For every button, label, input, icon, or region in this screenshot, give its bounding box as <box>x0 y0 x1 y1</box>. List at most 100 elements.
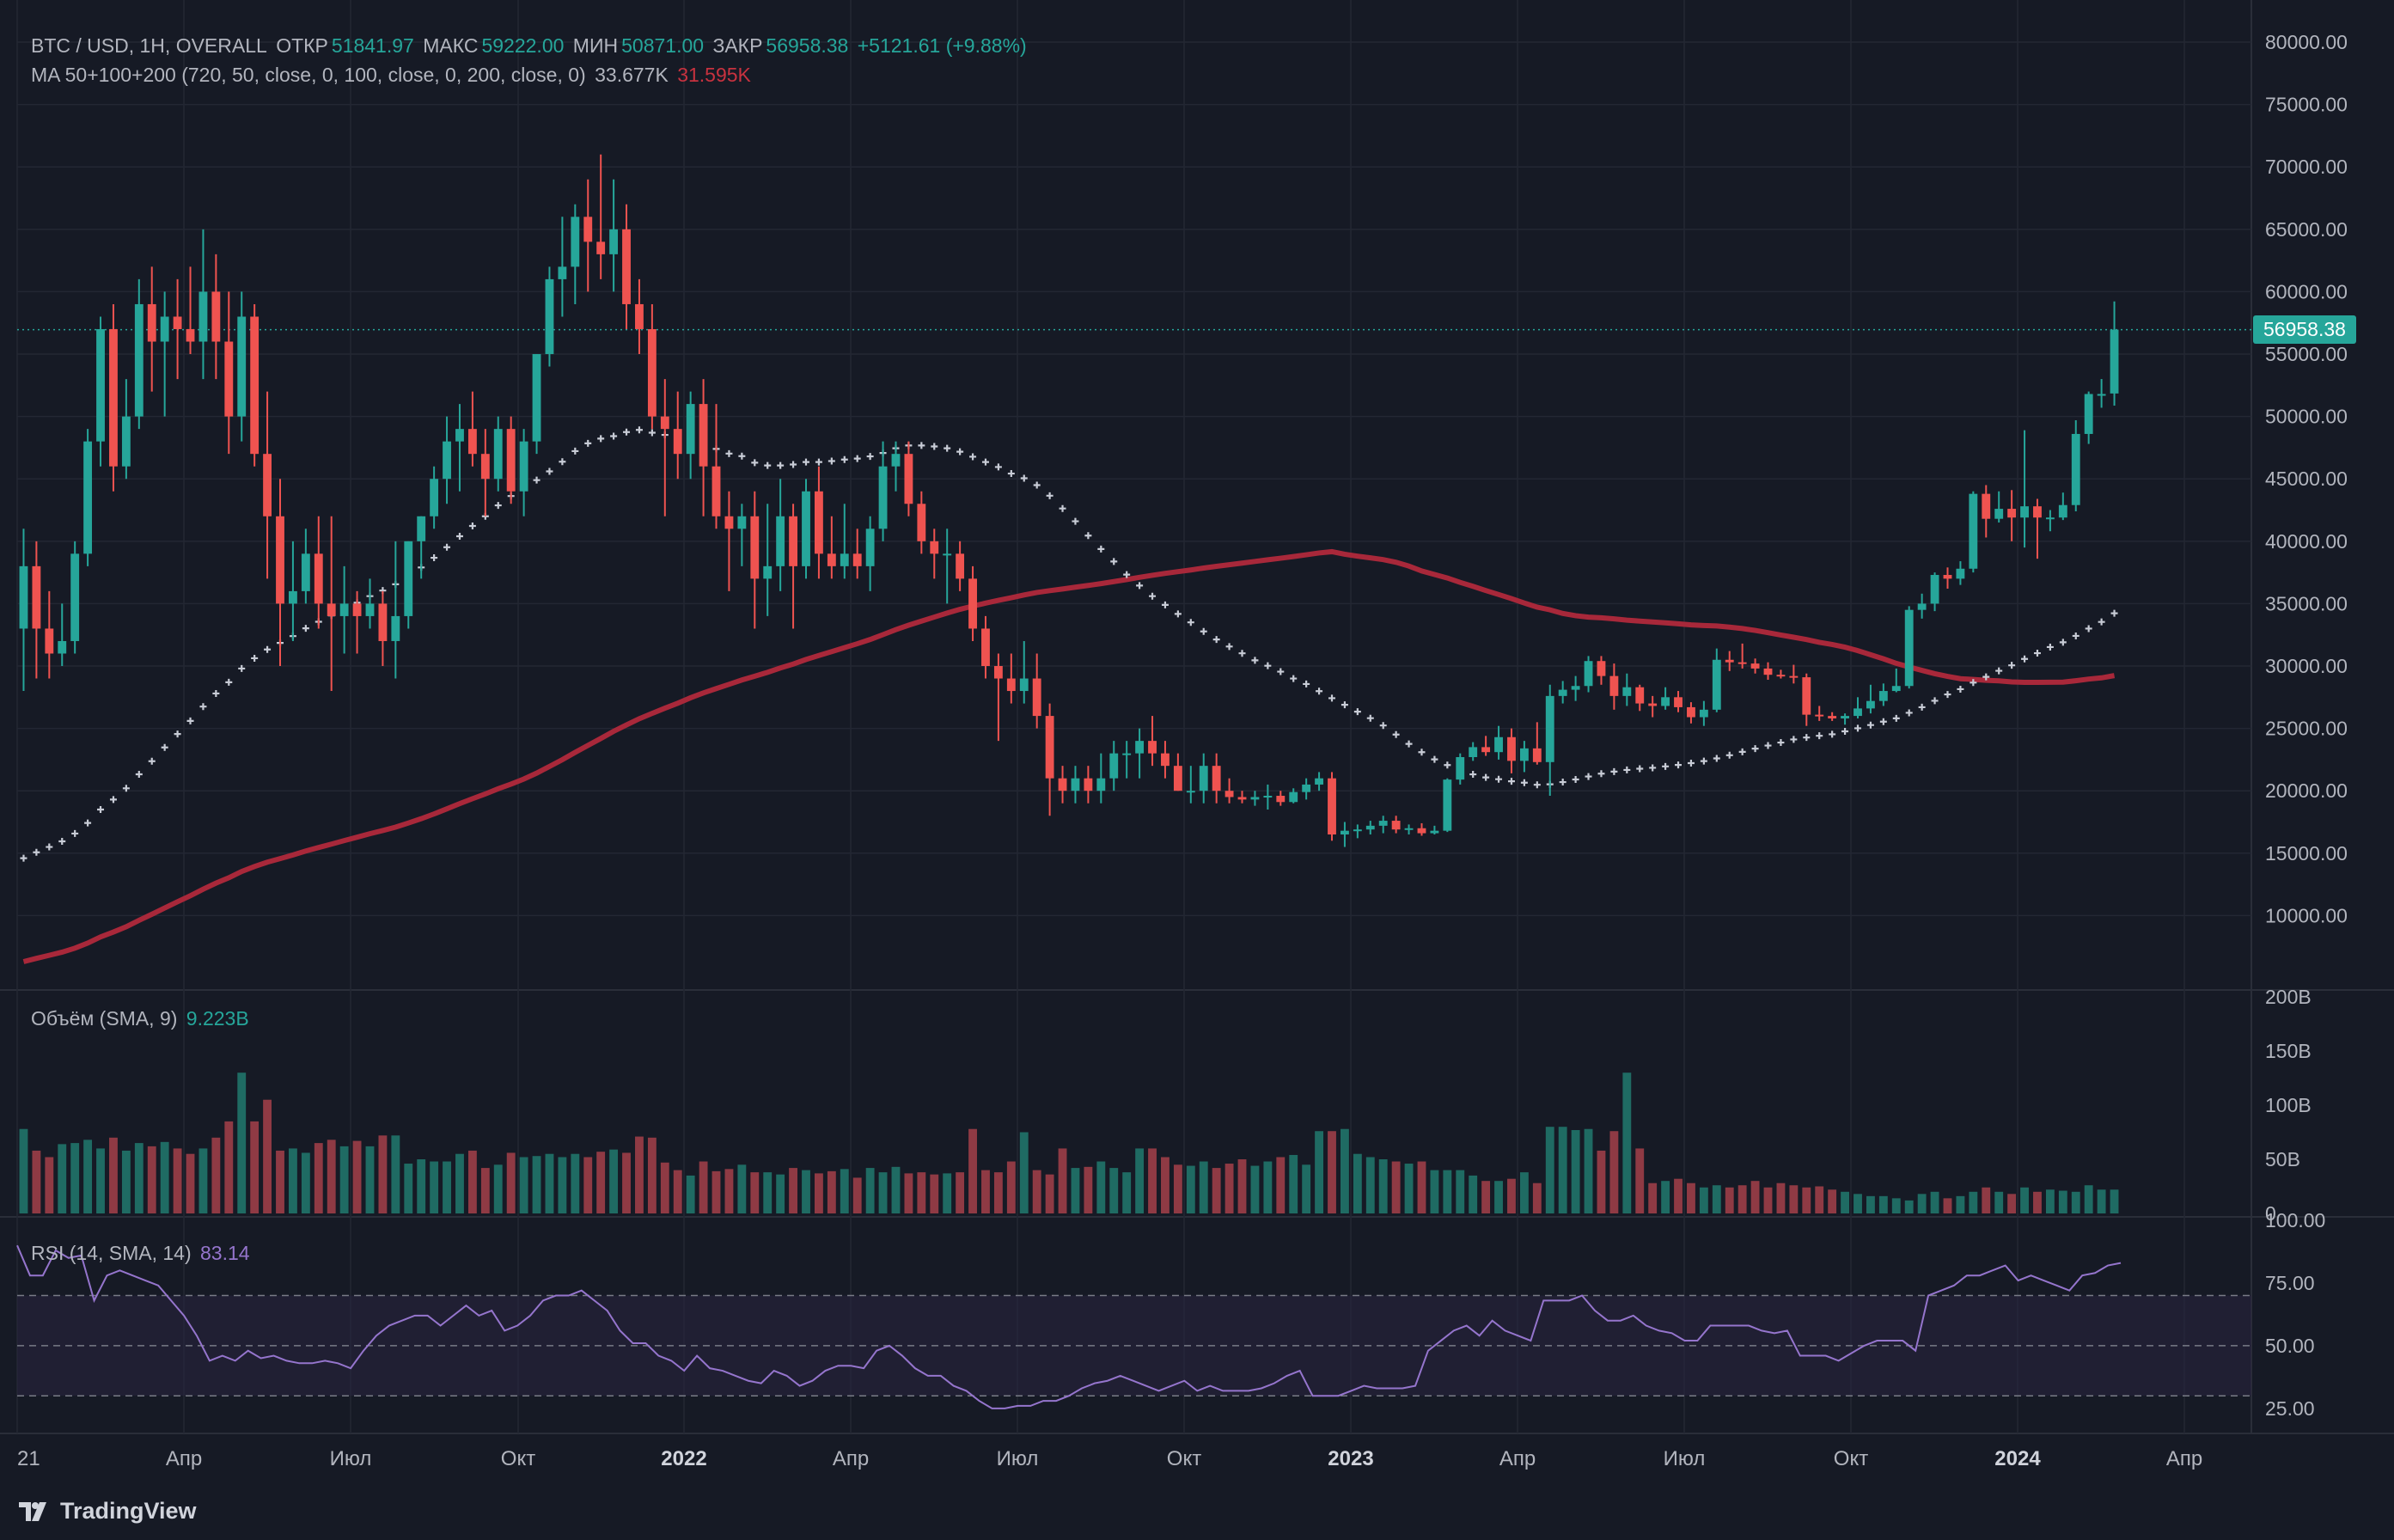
candle-body <box>1699 709 1708 718</box>
volume-bar <box>314 1143 323 1213</box>
candle-body <box>2058 504 2067 518</box>
ma-legend[interactable]: MA 50+100+200 (720, 50, close, 0, 100, c… <box>31 64 754 87</box>
ma-100-marker <box>1675 761 1683 769</box>
ma-100-marker <box>1572 775 1579 783</box>
candle-body <box>1802 677 1811 715</box>
volume-bar <box>1866 1195 1875 1213</box>
volume-bar <box>134 1143 144 1213</box>
volume-bar <box>32 1150 41 1213</box>
candle-body <box>134 303 144 417</box>
candle-body <box>981 628 990 667</box>
candle-body <box>237 316 247 417</box>
grid <box>0 0 2394 1434</box>
ma-200-line <box>22 548 2116 964</box>
rsi-line <box>16 1244 2122 1409</box>
volume-bar <box>1519 1172 1529 1213</box>
ma-100-marker <box>725 449 733 457</box>
ma-100-marker <box>981 458 989 466</box>
volume-bar <box>1507 1178 1516 1213</box>
candle-body <box>224 341 234 417</box>
candle-body <box>1878 691 1888 701</box>
ma-100-marker <box>1482 773 1490 781</box>
volume-bar <box>430 1161 439 1213</box>
volume-bar <box>776 1174 785 1213</box>
volume-bar <box>1532 1182 1542 1213</box>
volume-bar <box>1584 1128 1593 1213</box>
candle-body <box>1776 675 1786 677</box>
candle-body <box>1161 753 1170 767</box>
candle-body <box>314 553 323 604</box>
volume-bar <box>737 1164 747 1213</box>
ma-100-marker <box>764 461 772 469</box>
volume-bar <box>1481 1181 1491 1213</box>
volume-bar <box>19 1128 28 1213</box>
ma-100-marker <box>777 461 785 469</box>
volume-bar <box>1904 1200 1914 1213</box>
ma-100-marker <box>1738 748 1746 755</box>
volume-bar <box>1071 1168 1080 1213</box>
volume-bar <box>660 1162 669 1213</box>
ma-100-marker <box>174 730 181 738</box>
price-tick-label: 35000.00 <box>2265 592 2348 614</box>
candle-body <box>1315 778 1323 785</box>
price-tick-label: 80000.00 <box>2265 31 2348 53</box>
volume-tick-label: 150B <box>2265 1040 2312 1062</box>
candle-body <box>1263 796 1273 798</box>
volume-bar <box>2084 1185 2093 1213</box>
ma-100-marker <box>840 455 848 463</box>
volume-bar <box>1609 1131 1619 1213</box>
ma-100-marker <box>251 654 259 662</box>
candle-body <box>763 565 773 579</box>
candle-body <box>1289 791 1298 803</box>
price-tick-label: 20000.00 <box>2265 779 2348 802</box>
candle-body <box>70 553 80 641</box>
volume-bar <box>1712 1185 1721 1213</box>
volume-bar <box>1994 1191 2004 1213</box>
volume-bar <box>173 1148 182 1213</box>
ma-100-marker <box>71 829 79 837</box>
volume-bar <box>1969 1191 1978 1213</box>
time-tick-label: Апр <box>2166 1447 2202 1470</box>
candle-body <box>1135 741 1145 754</box>
symbol-title[interactable]: BTC / USD, 1H, OVERALL <box>31 34 267 57</box>
candle-body <box>840 553 849 566</box>
volume-bar <box>160 1141 169 1213</box>
volume-bar <box>339 1146 349 1213</box>
volume-bar <box>1443 1170 1452 1213</box>
candle-body <box>506 429 516 492</box>
tradingview-logo[interactable]: TradingView <box>19 1498 197 1525</box>
volume-bar <box>1494 1181 1503 1213</box>
volume-bar <box>1687 1182 1695 1213</box>
candle-body <box>1032 678 1041 717</box>
volume-bar <box>571 1153 580 1213</box>
volume-bar <box>198 1148 208 1213</box>
candle-body <box>1430 830 1439 834</box>
ma-100-marker <box>1277 668 1285 675</box>
price-tick-label: 15000.00 <box>2265 842 2348 865</box>
ma-100-marker <box>803 458 809 466</box>
volume-bar <box>378 1135 388 1213</box>
candle-body <box>493 429 503 480</box>
candle-body <box>1302 784 1311 792</box>
ma-100-marker <box>1533 781 1541 789</box>
volume-bar <box>1378 1159 1388 1213</box>
volume-legend[interactable]: Объём (SMA, 9) 9.223B <box>31 1007 253 1030</box>
volume-bar <box>237 1072 247 1213</box>
volume-bar <box>852 1177 862 1213</box>
volume-label: Объём (SMA, 9) <box>31 1007 178 1030</box>
candle-body <box>2045 517 2055 520</box>
time-tick-label: 2023 <box>1328 1447 1373 1470</box>
candle-body <box>1648 703 1658 706</box>
volume-bar <box>1199 1161 1208 1213</box>
volume-bar <box>1597 1150 1606 1213</box>
volume-bar <box>750 1172 760 1213</box>
volume-bar <box>45 1157 54 1213</box>
candle-body <box>173 316 182 329</box>
ma-100-marker <box>1174 610 1182 618</box>
volume-bar <box>1237 1159 1247 1213</box>
rsi-legend[interactable]: RSI (14, SMA, 14) 83.14 <box>31 1242 253 1265</box>
candle-body <box>1469 747 1478 758</box>
candle-body <box>1609 675 1619 696</box>
change-value: +5121.61 (+9.88%) <box>857 34 1027 57</box>
